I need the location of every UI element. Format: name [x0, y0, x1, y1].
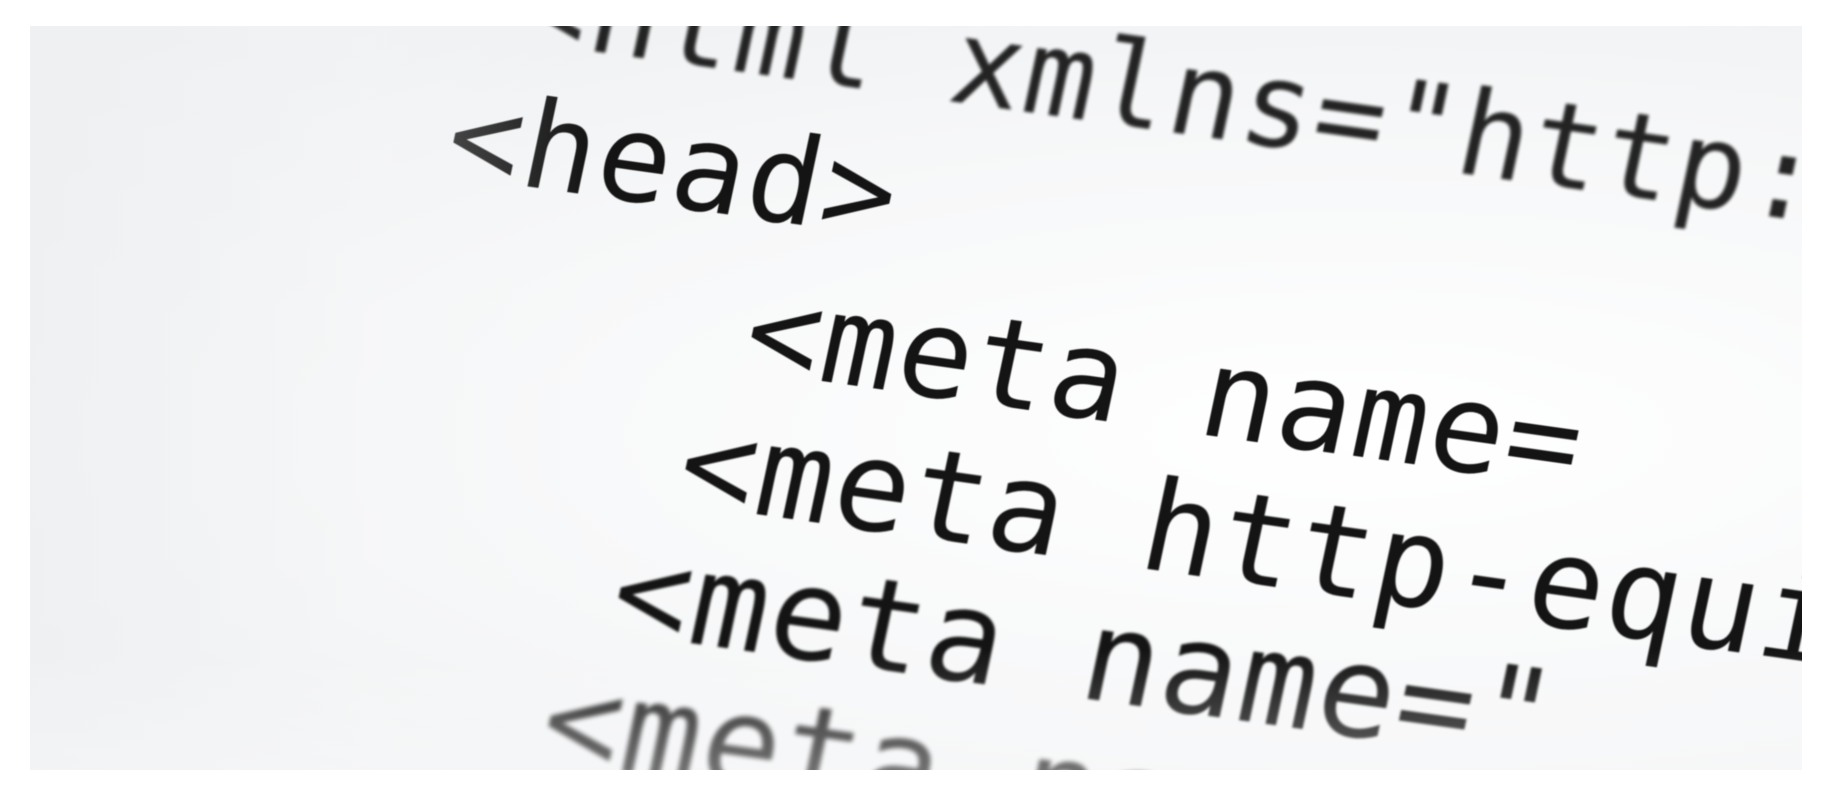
html-code-page: <html xmlns="http://www.w3.org/1999/xhtm…: [30, 26, 1802, 770]
code-photo: <html xmlns="http://www.w3.org/1999/xhtm…: [30, 26, 1802, 770]
